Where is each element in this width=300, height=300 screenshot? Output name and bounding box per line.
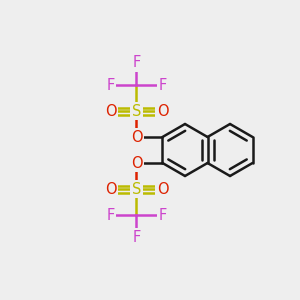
Text: O: O bbox=[105, 103, 116, 118]
Text: O: O bbox=[131, 130, 142, 145]
Text: O: O bbox=[131, 155, 142, 170]
Text: S: S bbox=[132, 103, 141, 118]
Text: F: F bbox=[158, 208, 166, 223]
Text: O: O bbox=[157, 182, 168, 196]
Text: F: F bbox=[106, 77, 115, 92]
Text: F: F bbox=[132, 56, 141, 70]
Text: S: S bbox=[132, 182, 141, 196]
Text: F: F bbox=[158, 77, 166, 92]
Text: F: F bbox=[132, 230, 141, 244]
Text: F: F bbox=[106, 208, 115, 223]
Text: O: O bbox=[105, 182, 116, 196]
Text: O: O bbox=[157, 103, 168, 118]
